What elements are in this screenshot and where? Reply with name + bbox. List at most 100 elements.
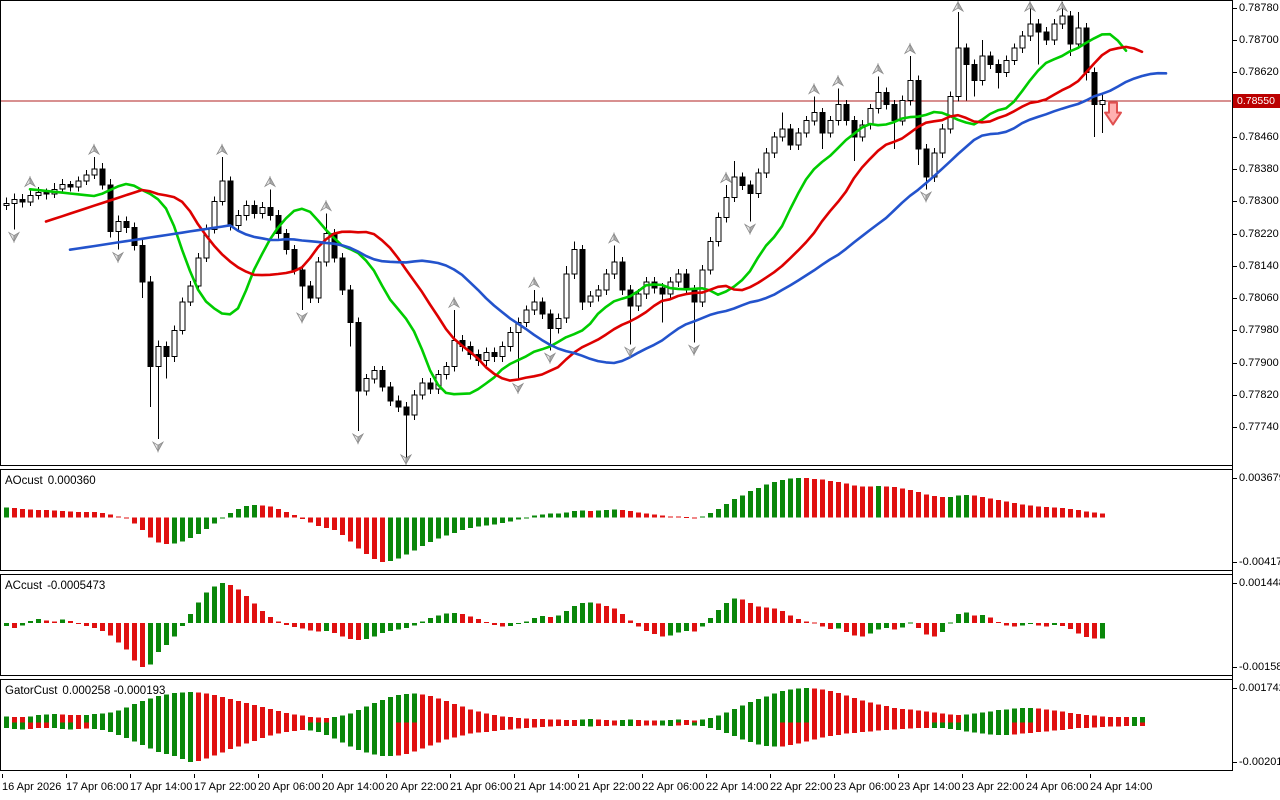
- ao-indicator-panel[interactable]: AOcust 0.000360: [0, 469, 1232, 571]
- ac-label: ACcust -0.0005473: [5, 580, 105, 592]
- gator-name: GatorCust: [5, 685, 58, 697]
- time-tick: [514, 774, 515, 778]
- fractal-up-icon: [903, 42, 917, 55]
- scale-tick: [1233, 562, 1237, 563]
- time-label: 20 Apr 22:00: [386, 781, 449, 793]
- gator-indicator-panel[interactable]: GatorCust 0.000258 -0.000193: [0, 679, 1232, 771]
- time-scale[interactable]: 16 Apr 2026 17 Apr 06:00 17 Apr 14:00 17 Ap…: [1, 774, 1232, 800]
- fractal-up-icon: [527, 276, 541, 289]
- scale-tick: [1233, 72, 1237, 73]
- fractal-up-icon: [607, 232, 621, 244]
- scale-tick: [1233, 137, 1237, 138]
- fractal-up-icon: [263, 175, 277, 188]
- time-label: 16 Apr 2026: [2, 781, 62, 793]
- fractal-up-icon: [447, 296, 461, 309]
- gator-upper-bars: [4, 688, 1145, 723]
- fractal-down-icon: [687, 344, 701, 356]
- scale-tick: [1233, 667, 1237, 668]
- fractal-up-icon: [319, 199, 333, 212]
- scale-tick: [1233, 395, 1237, 396]
- scale-tick-label: 0.78780: [1239, 2, 1279, 14]
- scale-tick-label: 0.78620: [1239, 66, 1279, 78]
- scale-tick: [1233, 478, 1237, 479]
- ao-label: AOcust 0.000360: [5, 475, 96, 487]
- scale-tick-label: -0.0015895: [1239, 661, 1280, 673]
- ac-indicator-panel[interactable]: ACcust -0.0005473: [0, 574, 1232, 676]
- time-tick: [962, 774, 963, 778]
- time-label: 23 Apr 22:00: [962, 781, 1025, 793]
- time-label: 22 Apr 22:00: [770, 781, 833, 793]
- scale-tick-label: 0.78140: [1239, 260, 1279, 272]
- scale-tick: [1233, 330, 1237, 331]
- time-tick: [450, 774, 451, 778]
- ao-value: 0.000360: [47, 475, 96, 487]
- scale-tick: [1233, 688, 1237, 689]
- price-scale[interactable]: 0.78550 0.787800.787000.786200.785400.78…: [1232, 0, 1280, 771]
- time-label: 21 Apr 14:00: [514, 781, 577, 793]
- time-tick: [1026, 774, 1027, 778]
- plot-column: AOcust 0.000360 ACcust -0.0005473 GatorCus…: [0, 0, 1232, 800]
- gator-value: 0.000258 -0.000193: [62, 685, 166, 697]
- ac-name: ACcust: [5, 580, 43, 592]
- fractal-down-icon: [511, 382, 525, 395]
- time-tick: [322, 774, 323, 778]
- ao-histogram[interactable]: [1, 470, 1231, 570]
- scale-tick-label: 0.78300: [1239, 195, 1279, 207]
- time-label: 21 Apr 22:00: [578, 781, 641, 793]
- time-label: 22 Apr 14:00: [706, 781, 769, 793]
- time-tick: [642, 774, 643, 778]
- fractal-down-icon: [743, 223, 757, 236]
- scale-tick-label: 0.78380: [1239, 163, 1279, 175]
- scale-tick-label: 0.77740: [1239, 421, 1279, 433]
- alligator-teeth-line: [44, 45, 1144, 382]
- price-chart[interactable]: [1, 1, 1231, 465]
- fractal-up-icon: [871, 62, 885, 75]
- time-label: 24 Apr 14:00: [1090, 781, 1153, 793]
- scale-tick: [1233, 583, 1237, 584]
- time-tick: [578, 774, 579, 778]
- fractal-up-icon: [951, 1, 965, 13]
- scale-tick: [1233, 266, 1237, 267]
- gator-lower-bars: [4, 722, 1145, 762]
- time-label: 20 Apr 06:00: [258, 781, 321, 793]
- gator-histogram[interactable]: [1, 680, 1231, 770]
- scale-tick: [1233, 762, 1237, 763]
- ao-bars: [4, 478, 1105, 562]
- ac-histogram[interactable]: [1, 575, 1231, 675]
- fractal-down-icon: [111, 251, 125, 264]
- gator-label: GatorCust 0.000258 -0.000193: [5, 685, 165, 697]
- scale-tick-label: 0.78700: [1239, 34, 1279, 46]
- current-price-badge: 0.78550: [1233, 94, 1280, 108]
- time-tick: [258, 774, 259, 778]
- fractal-up-icon: [23, 175, 37, 188]
- scale-tick: [1233, 201, 1237, 202]
- fractal-up-icon: [1055, 1, 1069, 13]
- scale-tick-label: 0.78220: [1239, 228, 1279, 240]
- time-tick: [194, 774, 195, 778]
- fractal-up-icon: [807, 82, 821, 95]
- time-label: 23 Apr 06:00: [834, 781, 897, 793]
- fractal-up-icon: [1023, 1, 1037, 13]
- time-label: 20 Apr 14:00: [322, 781, 385, 793]
- ao-name: AOcust: [5, 475, 43, 487]
- time-label: 17 Apr 06:00: [66, 781, 129, 793]
- price-panel[interactable]: [0, 0, 1232, 466]
- scale-tick: [1233, 427, 1237, 428]
- fractal-down-icon: [151, 441, 165, 453]
- scale-tick-label: 0.001742: [1239, 682, 1280, 694]
- fractal-up-icon: [87, 143, 101, 156]
- time-tick: [386, 774, 387, 778]
- time-tick: [706, 774, 707, 778]
- time-tick: [130, 774, 131, 778]
- time-label: 17 Apr 22:00: [194, 781, 257, 793]
- scale-tick: [1233, 40, 1237, 41]
- fractal-down-icon: [919, 191, 933, 203]
- scale-tick-label: 0.0014485: [1239, 577, 1280, 589]
- fractal-down-icon: [399, 453, 413, 465]
- scale-tick: [1233, 298, 1237, 299]
- time-tick: [1090, 774, 1091, 778]
- scale-tick: [1233, 234, 1237, 235]
- time-tick: [898, 774, 899, 778]
- time-label: 21 Apr 06:00: [450, 781, 513, 793]
